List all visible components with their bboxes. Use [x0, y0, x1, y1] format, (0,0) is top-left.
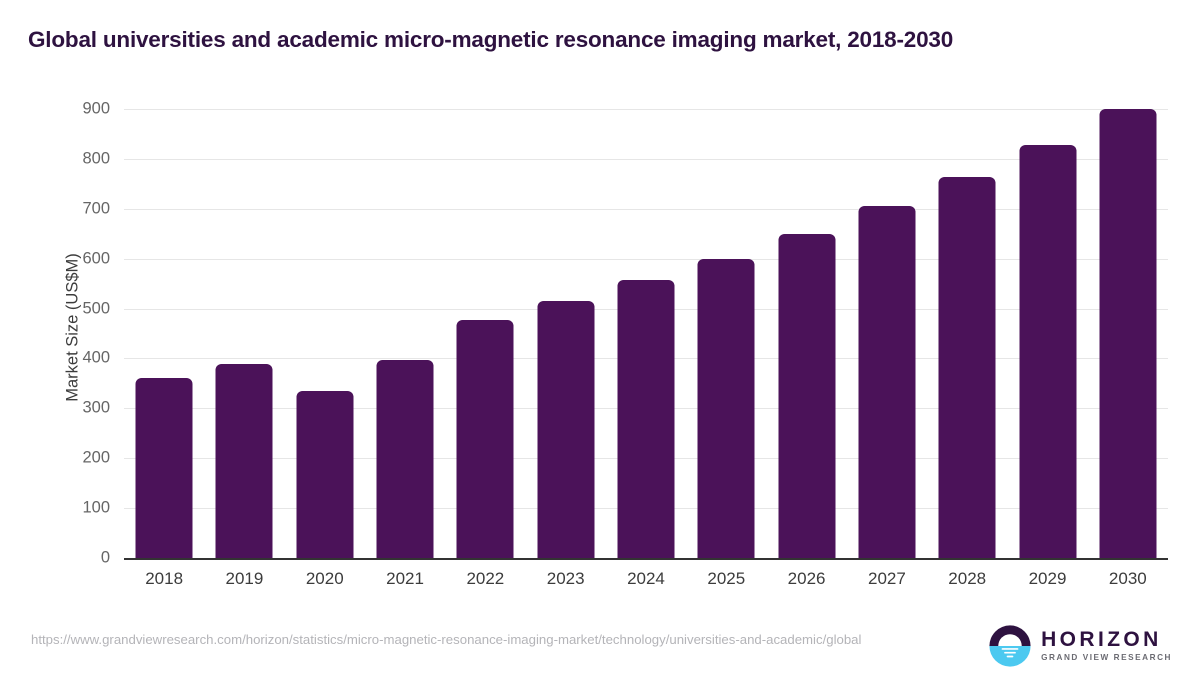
logo-tagline: GRAND VIEW RESEARCH: [1041, 653, 1172, 663]
bar[interactable]: [376, 359, 434, 558]
x-axis-tick-label: 2025: [707, 569, 746, 588]
chart-footer: https://www.grandviewresearch.com/horizo…: [0, 612, 1200, 675]
bar-group: 2018: [124, 0, 204, 675]
x-axis-tick-label: 2027: [867, 569, 906, 588]
bar-group: 2022: [445, 0, 525, 675]
y-axis-tick-label: 800: [82, 149, 110, 168]
horizon-sun-circle-icon: [989, 625, 1031, 667]
bar-series: 2018 2019 2020 2021 2022 2023 2024 2025 2026 2027…: [124, 0, 1168, 675]
bar-group: 2029: [1007, 0, 1087, 675]
bar[interactable]: [778, 233, 836, 558]
bar[interactable]: [135, 378, 193, 558]
y-axis-tick-label: 0: [100, 548, 110, 567]
gridline: [124, 109, 1168, 110]
bar-group: 2030: [1088, 0, 1168, 675]
bar-group: 2028: [927, 0, 1007, 675]
x-axis-line: [124, 558, 1168, 560]
bar[interactable]: [537, 300, 595, 558]
x-axis-tick-label: 2022: [466, 569, 505, 588]
y-axis-tick-label: 400: [82, 348, 110, 367]
gridline: [124, 258, 1168, 260]
bar-group: 2026: [766, 0, 846, 675]
bar-group: 2027: [847, 0, 927, 675]
bar-group: 2024: [606, 0, 686, 675]
bar[interactable]: [938, 176, 996, 558]
x-axis-tick-label: 2019: [225, 569, 264, 588]
bar-group: 2025: [686, 0, 766, 675]
bar[interactable]: [697, 258, 755, 558]
bar[interactable]: [456, 319, 514, 558]
x-axis-tick-label: 2028: [948, 569, 987, 588]
y-axis-tick-label: 100: [82, 498, 110, 517]
logo-wordmark: HORIZON: [1041, 628, 1162, 652]
gridline: [124, 208, 1168, 210]
x-axis-tick-label: 2024: [627, 569, 665, 588]
y-axis-tick-label: 200: [82, 448, 110, 467]
gridline: [124, 158, 1168, 160]
y-axis-tick-label: 300: [82, 398, 110, 417]
bar-group: 2023: [526, 0, 606, 675]
bar[interactable]: [1019, 144, 1077, 558]
x-axis-tick-label: 2026: [787, 569, 826, 588]
x-axis-tick-label: 2020: [305, 569, 344, 588]
y-axis-tick-label: 700: [82, 199, 110, 218]
bar-group: 2020: [285, 0, 365, 675]
x-axis-tick-label: 2030: [1108, 569, 1147, 588]
bar[interactable]: [617, 280, 675, 558]
y-axis-tick-label: 900: [82, 99, 110, 118]
source-url-text: https://www.grandviewresearch.com/horizo…: [31, 632, 862, 647]
bar[interactable]: [1099, 109, 1157, 558]
x-axis-tick-label: 2018: [145, 569, 184, 588]
x-axis-tick-label: 2029: [1028, 569, 1067, 588]
logo-text-block: HORIZON GRAND VIEW RESEARCH: [1041, 629, 1172, 662]
bar-group: 2021: [365, 0, 445, 675]
x-axis-tick-label: 2021: [386, 569, 424, 588]
bar[interactable]: [858, 205, 916, 558]
page-title: Global universities and academic micro-m…: [28, 27, 954, 52]
horizon-logo: HORIZON GRAND VIEW RESEARCH: [989, 625, 1172, 667]
bar[interactable]: [215, 364, 273, 558]
y-axis-tick-labels: 0 100 200 300 400 500 600 700 800 900: [46, 0, 110, 675]
y-axis-tick-label: 500: [82, 299, 110, 318]
y-axis-tick-label: 600: [82, 249, 110, 268]
bar[interactable]: [296, 391, 354, 558]
bar-group: 2019: [204, 0, 284, 675]
x-axis-tick-label: 2023: [546, 569, 585, 588]
